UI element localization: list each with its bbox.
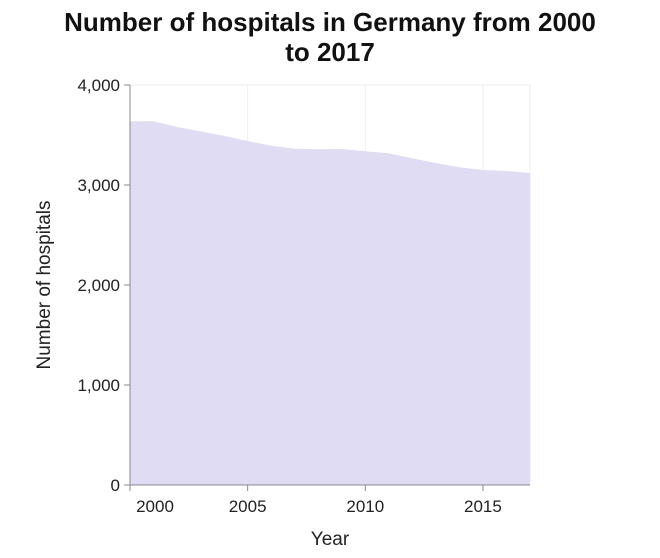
chart-title-line-2: to 2017 [285, 37, 375, 67]
y-tick-label: 0 [111, 476, 120, 495]
x-tick-label: 2000 [136, 497, 174, 516]
chart-title-line-1: Number of hospitals in Germany from 2000 [64, 7, 596, 37]
area-fill [130, 121, 530, 485]
x-tick-label: 2015 [464, 497, 502, 516]
tick-labels: 0 1,000 2,000 3,000 4,000 2000 2005 2010 2015 [77, 76, 501, 516]
x-axis-title: Year [311, 529, 350, 550]
area-series [129, 121, 531, 485]
y-axis-title: Number of hospitals [34, 201, 55, 370]
x-tick-label: 2005 [229, 497, 267, 516]
axes [124, 84, 530, 491]
y-tick-label: 1,000 [77, 376, 120, 395]
y-tick-label: 2,000 [77, 276, 120, 295]
y-tick-label: 4,000 [77, 76, 120, 95]
x-tick-label: 2010 [346, 497, 384, 516]
y-tick-label: 3,000 [77, 176, 120, 195]
